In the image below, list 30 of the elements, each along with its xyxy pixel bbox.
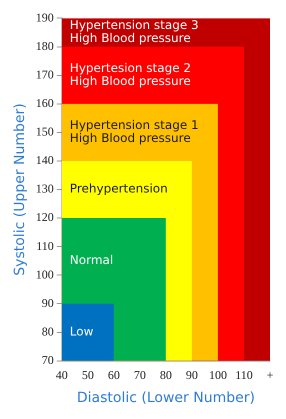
x-axis-title: Diastolic (Lower Number) [76, 390, 255, 406]
y-tick-label: 150 [36, 124, 54, 139]
series-label: Hypertension stage 3 High Blood pressure [70, 18, 199, 46]
series-label: Prehypertension [70, 182, 168, 196]
y-tick-label: 170 [36, 67, 54, 82]
y-tick-label: 130 [36, 182, 54, 196]
x-tick-label: 90 [186, 368, 198, 382]
series-label: Low [70, 324, 94, 338]
x-tick-label: 40 [56, 368, 68, 382]
y-tick-label: 80 [42, 324, 54, 338]
x-tick-label: 100 [208, 368, 227, 382]
y-tick-label: 100 [36, 267, 54, 282]
x-tick-label: 50 [82, 368, 94, 382]
series-label: Hypertension stage 1 High Blood pressure [70, 118, 199, 146]
y-tick-label: 110 [36, 238, 54, 253]
x-tick-label: 60 [108, 368, 120, 382]
x-tick-label: 80 [160, 368, 172, 382]
y-tick-label: 90 [42, 296, 54, 310]
y-tick-label: 180 [36, 38, 54, 53]
y-tick-label: 160 [36, 96, 54, 110]
series-label: Hypertesion stage 2 High Blood pressure [70, 60, 192, 88]
y-tick-label: 190 [36, 10, 54, 24]
x-tick-label: 110 [235, 368, 253, 382]
y-tick-label: 120 [36, 210, 54, 224]
x-tick-label: + [266, 368, 274, 382]
y-tick-label: 70 [42, 352, 54, 367]
series-label: Normal [70, 253, 114, 267]
y-axis-title: Systolic (Upper Number) [12, 103, 28, 276]
y-tick-label: 140 [36, 153, 54, 168]
x-tick-label: 70 [134, 368, 146, 382]
